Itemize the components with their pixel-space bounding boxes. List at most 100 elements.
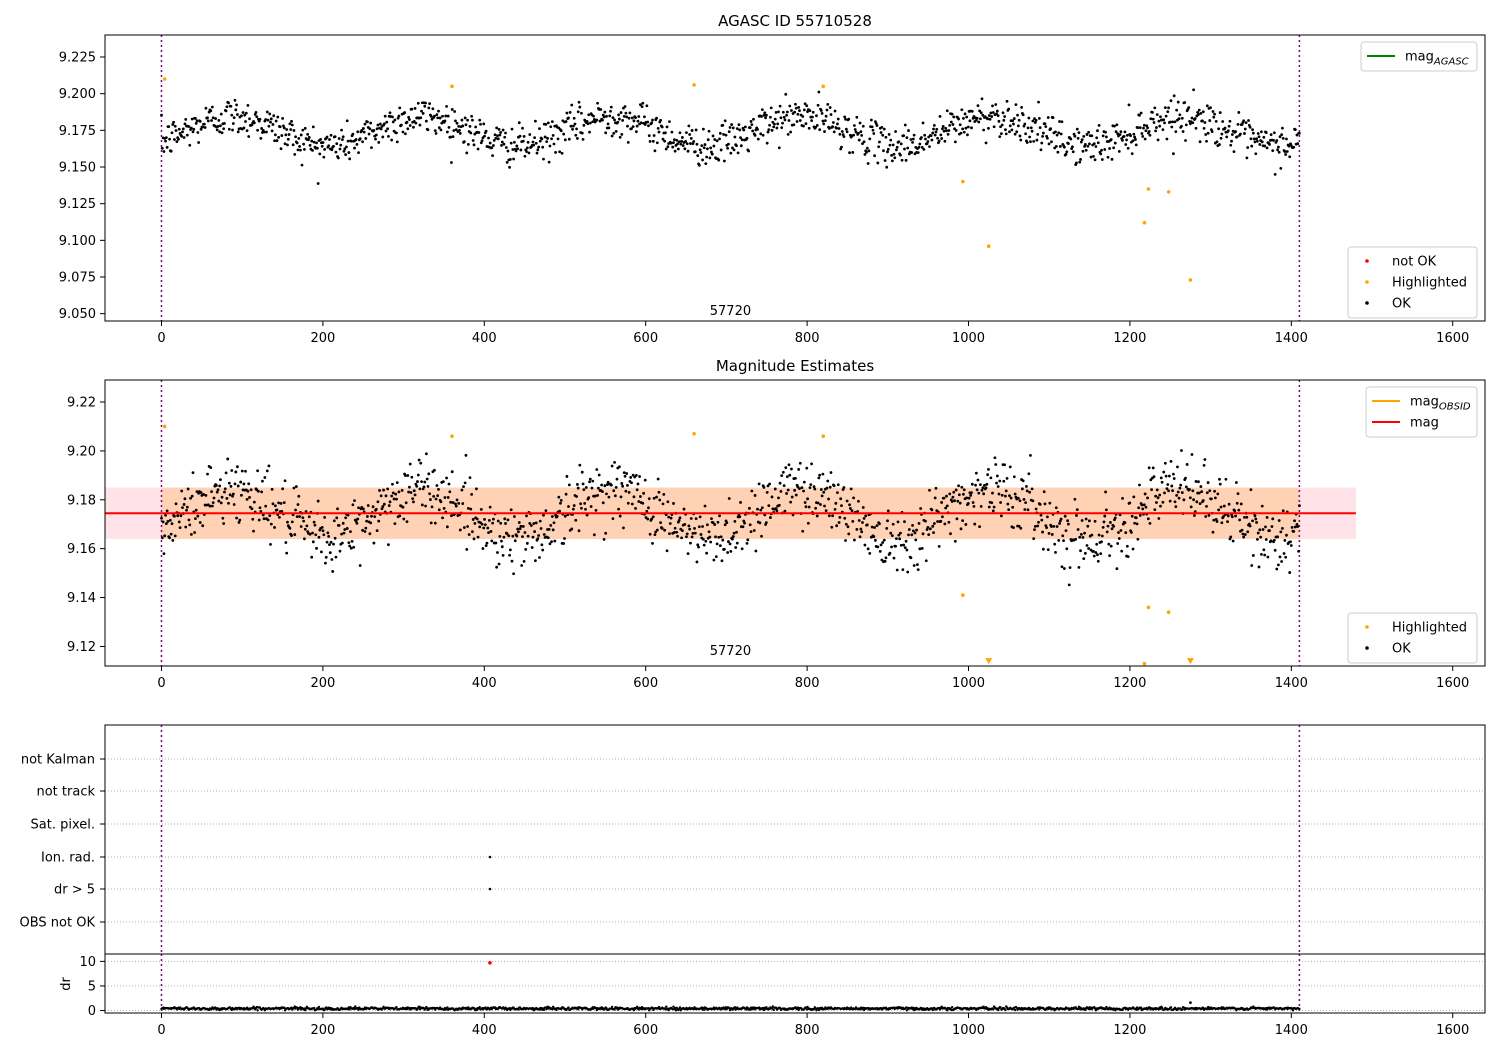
ok-point bbox=[428, 102, 432, 106]
ok-point bbox=[1292, 145, 1296, 149]
legend-marker-swatch bbox=[1365, 259, 1369, 263]
ok-point bbox=[325, 540, 329, 544]
ok-point bbox=[641, 101, 645, 105]
ok-point bbox=[504, 131, 507, 135]
ok-point bbox=[611, 517, 615, 520]
ok-point bbox=[367, 132, 371, 136]
ok-point bbox=[252, 529, 255, 533]
ok-point bbox=[1067, 583, 1071, 587]
ok-point bbox=[241, 111, 245, 114]
ok-point bbox=[462, 140, 466, 144]
ok-point bbox=[970, 126, 973, 130]
ok-point bbox=[618, 514, 622, 518]
ok-point bbox=[298, 515, 301, 518]
ok-point bbox=[683, 147, 687, 151]
ok-point bbox=[717, 158, 721, 162]
ok-point bbox=[1117, 149, 1121, 153]
ok-point bbox=[464, 453, 468, 457]
ok-point bbox=[1015, 130, 1019, 134]
ok-point bbox=[413, 493, 417, 497]
ok-point bbox=[357, 151, 360, 155]
ok-point bbox=[302, 519, 306, 523]
ok-point bbox=[951, 495, 955, 499]
ok-point bbox=[794, 106, 798, 110]
ok-point bbox=[1163, 121, 1166, 125]
ok-point bbox=[647, 506, 650, 510]
ok-point bbox=[1205, 504, 1208, 508]
ok-point bbox=[602, 537, 606, 541]
ok-point bbox=[473, 522, 477, 525]
ok-point bbox=[914, 538, 918, 542]
ok-point bbox=[806, 110, 809, 113]
ok-point bbox=[911, 523, 914, 527]
ok-point bbox=[657, 490, 661, 494]
ok-point bbox=[893, 156, 897, 160]
ok-point bbox=[682, 507, 686, 511]
ok-point bbox=[767, 504, 771, 508]
dr-point bbox=[744, 1008, 748, 1011]
ok-point bbox=[1029, 140, 1032, 144]
ok-point bbox=[746, 538, 750, 542]
ok-point bbox=[959, 131, 963, 135]
ok-point bbox=[417, 458, 421, 462]
ok-point bbox=[525, 541, 529, 545]
ok-point bbox=[808, 109, 812, 113]
ok-point bbox=[944, 126, 948, 130]
ok-point bbox=[634, 130, 638, 134]
ok-point bbox=[794, 476, 797, 480]
ok-point bbox=[853, 538, 856, 542]
ok-point bbox=[685, 142, 689, 146]
ok-point bbox=[693, 527, 696, 530]
ok-point bbox=[753, 133, 757, 137]
ok-point bbox=[927, 533, 931, 537]
ok-point bbox=[1147, 130, 1151, 133]
ok-point bbox=[764, 521, 768, 525]
ok-point bbox=[328, 138, 331, 141]
ok-point bbox=[683, 523, 687, 526]
dr-xtick-label: 400 bbox=[472, 1023, 497, 1038]
ok-point bbox=[512, 572, 516, 576]
ok-point bbox=[816, 103, 820, 107]
magnitude-xtick-label: 200 bbox=[310, 676, 335, 691]
ok-point bbox=[567, 137, 571, 141]
ok-point bbox=[565, 111, 569, 115]
ok-point bbox=[750, 489, 754, 493]
ok-point bbox=[603, 484, 607, 488]
ok-point bbox=[890, 545, 893, 549]
ok-point bbox=[844, 539, 847, 542]
ok-point bbox=[713, 138, 717, 141]
ok-point bbox=[933, 496, 937, 500]
ok-point bbox=[454, 119, 457, 123]
ok-point bbox=[788, 104, 792, 108]
ok-point bbox=[1221, 120, 1225, 123]
ok-point bbox=[500, 140, 504, 144]
ok-point bbox=[714, 555, 718, 559]
ok-point bbox=[482, 526, 486, 530]
ok-point bbox=[227, 501, 230, 505]
ok-point bbox=[826, 479, 830, 483]
ok-point bbox=[479, 122, 482, 126]
ok-point bbox=[342, 531, 346, 535]
ok-point bbox=[1095, 542, 1099, 546]
ok-point bbox=[1170, 125, 1174, 129]
ok-point bbox=[1119, 529, 1123, 532]
ok-point bbox=[659, 521, 662, 525]
ok-point bbox=[224, 471, 228, 475]
ok-point bbox=[1252, 137, 1256, 141]
ok-point bbox=[727, 497, 731, 500]
ok-point bbox=[580, 506, 583, 510]
ok-point bbox=[224, 109, 228, 113]
ok-point bbox=[212, 496, 216, 500]
ok-point bbox=[217, 499, 221, 503]
ok-point bbox=[1202, 126, 1206, 130]
ok-point bbox=[1257, 135, 1261, 139]
ok-point bbox=[786, 488, 790, 492]
ok-point bbox=[521, 535, 524, 539]
ok-point bbox=[725, 521, 729, 525]
ok-point bbox=[830, 525, 834, 529]
ok-point bbox=[162, 150, 166, 153]
ok-point bbox=[727, 142, 730, 146]
ok-point bbox=[691, 142, 695, 146]
ok-point bbox=[729, 550, 733, 553]
ok-point bbox=[1052, 524, 1056, 528]
